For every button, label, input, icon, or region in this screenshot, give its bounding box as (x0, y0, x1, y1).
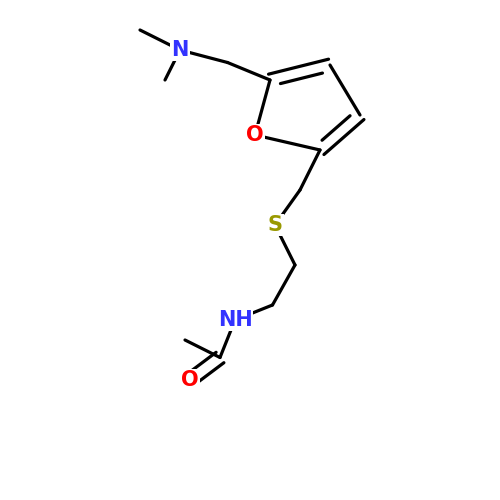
Text: NH: NH (218, 310, 252, 330)
Text: S: S (268, 215, 282, 235)
Text: O: O (181, 370, 199, 390)
Text: N: N (172, 40, 188, 60)
Text: O: O (246, 125, 264, 145)
